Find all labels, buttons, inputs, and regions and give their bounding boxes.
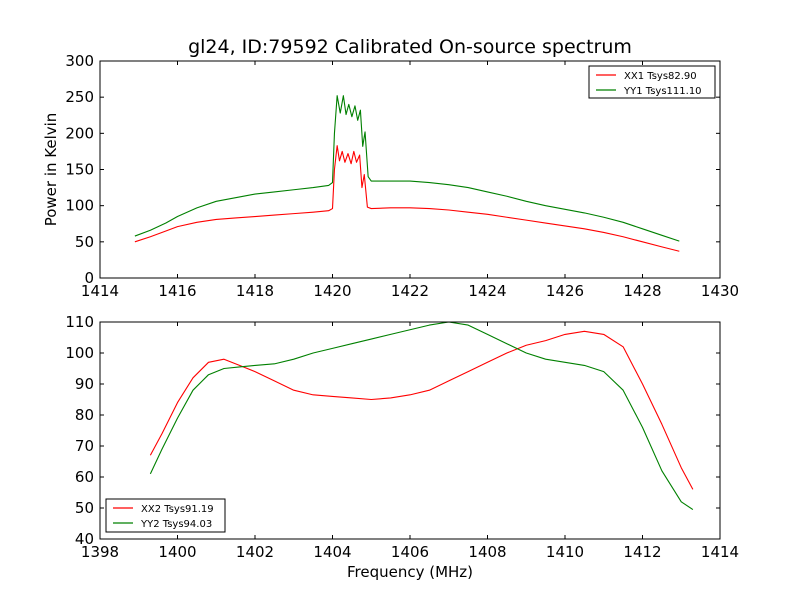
bottom-x-tick-label: 1402 [236, 543, 274, 561]
top-ticks: 1414 1416 1418 1420 1422 1424 1426 1428 1430 0 50 1… [65, 52, 739, 300]
bottom-legend-label-xx2: XX2 Tsys91.19 [141, 504, 214, 515]
bottom-legend-label-yy2: YY2 Tsys94.03 [140, 519, 212, 530]
top-legend-label-yy1: YY1 Tsys111.10 [623, 86, 702, 97]
bottom-y-tick-label: 110 [65, 313, 94, 331]
bottom-chart: 1398 1400 1402 1404 1406 1408 1410 1412 1414 40 50… [65, 313, 739, 581]
bottom-x-tick-label: 1408 [468, 543, 506, 561]
bottom-series-line-1 [149, 330, 694, 490]
top-y-axis-label: Power in Kelvin [42, 113, 60, 227]
bottom-y-tick-label: 90 [75, 375, 94, 393]
top-chart: 1414 1416 1418 1420 1422 1424 1426 1428 1430 0 50 1… [42, 52, 739, 300]
top-legend-box [588, 65, 716, 99]
bottom-legend-box [105, 498, 226, 533]
top-x-tick-label: 1416 [158, 282, 196, 300]
bottom-x-tick-label: 1404 [313, 543, 351, 561]
top-y-tick-label: 250 [65, 88, 94, 106]
top-legend: XX1 Tsys82.90 YY1 Tsys111.10 [588, 65, 716, 99]
bottom-x-tick-label: 1398 [81, 543, 119, 561]
top-y-tick-label: 150 [65, 161, 94, 179]
bottom-legend: XX2 Tsys91.19 YY2 Tsys94.03 [105, 498, 226, 533]
top-x-tick-label: 1420 [313, 282, 351, 300]
top-x-tick-label: 1424 [468, 282, 506, 300]
top-x-tick-label: 1418 [236, 282, 274, 300]
bottom-x-tick-label: 1410 [546, 543, 584, 561]
top-y-tick-label: 50 [75, 233, 94, 251]
bottom-x-tick-label: 1414 [701, 543, 739, 561]
top-x-tick-label: 1414 [81, 282, 119, 300]
top-series-line-2 [134, 95, 680, 242]
bottom-y-tick-label: 50 [75, 499, 94, 517]
bottom-x-tick-label: 1406 [391, 543, 429, 561]
top-x-tick-label: 1430 [701, 282, 739, 300]
top-series-line-1 [134, 145, 680, 252]
top-y-tick-label: 0 [84, 269, 94, 287]
top-y-tick-label: 100 [65, 197, 94, 215]
bottom-series-line-2 [149, 321, 694, 511]
bottom-y-tick-label: 100 [65, 344, 94, 362]
bottom-y-tick-label: 70 [75, 437, 94, 455]
top-series-layer [134, 95, 680, 252]
top-y-tick-label: 200 [65, 124, 94, 142]
bottom-series-layer [149, 321, 694, 511]
top-x-tick-label: 1428 [623, 282, 661, 300]
top-y-tick-label: 300 [65, 52, 94, 70]
top-x-tick-label: 1426 [546, 282, 584, 300]
top-x-tick-label: 1422 [391, 282, 429, 300]
chart-title: gl24, ID:79592 Calibrated On-source spec… [188, 36, 632, 58]
bottom-y-tick-label: 40 [75, 530, 94, 548]
bottom-x-axis-label: Frequency (MHz) [347, 563, 473, 581]
bottom-y-tick-label: 60 [75, 468, 94, 486]
bottom-y-tick-label: 80 [75, 406, 94, 424]
top-legend-label-xx1: XX1 Tsys82.90 [624, 71, 697, 82]
bottom-x-tick-label: 1412 [623, 543, 661, 561]
bottom-ticks: 1398 1400 1402 1404 1406 1408 1410 1412 1414 40 50… [65, 313, 739, 561]
bottom-x-tick-label: 1400 [158, 543, 196, 561]
